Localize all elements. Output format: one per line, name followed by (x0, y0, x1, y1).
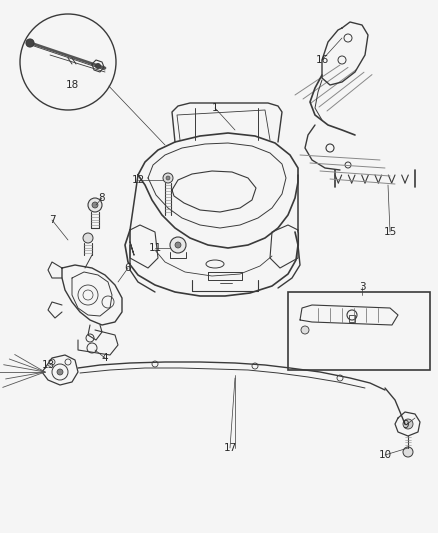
Circle shape (163, 173, 173, 183)
Text: 16: 16 (315, 55, 328, 65)
Bar (288, 292, 430, 370)
Text: 4: 4 (102, 353, 108, 363)
Text: 12: 12 (131, 175, 145, 185)
Text: 18: 18 (65, 80, 79, 90)
Circle shape (170, 237, 186, 253)
Circle shape (26, 39, 34, 47)
Text: 7: 7 (49, 215, 55, 225)
Text: 1: 1 (212, 103, 218, 113)
Circle shape (403, 419, 413, 429)
Text: 6: 6 (125, 263, 131, 273)
Circle shape (403, 447, 413, 457)
Circle shape (83, 233, 93, 243)
Circle shape (88, 198, 102, 212)
Circle shape (92, 202, 98, 208)
Text: 3: 3 (359, 282, 365, 292)
Text: 15: 15 (383, 227, 397, 237)
Text: 17: 17 (223, 443, 237, 453)
Text: 11: 11 (148, 243, 162, 253)
Bar (349, 315, 355, 322)
Text: 10: 10 (378, 450, 392, 460)
Circle shape (95, 63, 100, 69)
Circle shape (57, 369, 63, 375)
Circle shape (301, 326, 309, 334)
Text: 13: 13 (41, 360, 55, 370)
Circle shape (166, 176, 170, 180)
Text: 9: 9 (403, 420, 410, 430)
Circle shape (175, 242, 181, 248)
Text: 8: 8 (99, 193, 105, 203)
